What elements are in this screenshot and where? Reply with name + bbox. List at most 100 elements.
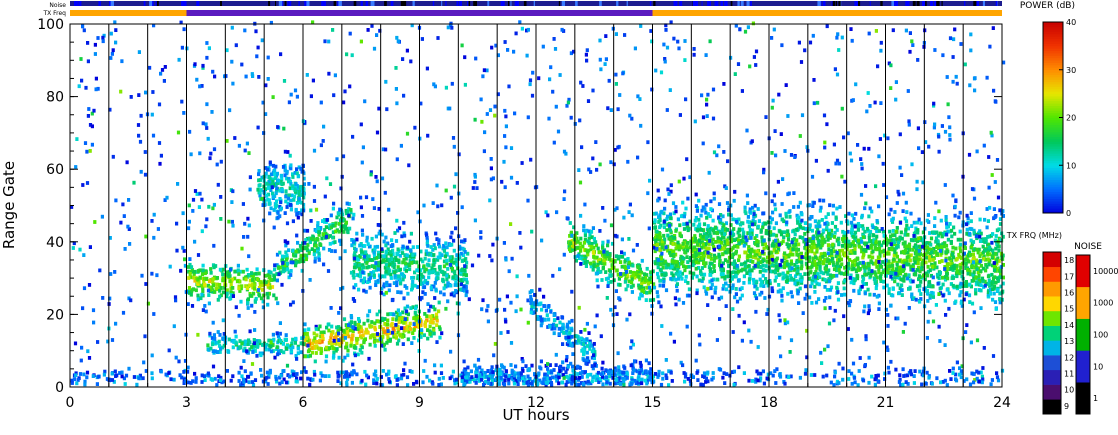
- echo-cell: [700, 279, 704, 283]
- echo-cell: [393, 332, 397, 337]
- noise-bar-segment: [441, 1, 443, 6]
- echo-cell: [244, 277, 248, 282]
- echo-cell: [349, 210, 353, 215]
- echo-cell: [685, 255, 689, 259]
- echo-cell: [858, 287, 862, 292]
- echo-cell: [599, 250, 603, 255]
- echo-cell: [875, 229, 879, 234]
- echo-cell: [751, 260, 755, 264]
- echo-cell: [659, 256, 663, 261]
- echo-cell: [826, 243, 831, 247]
- echo-cell: [962, 260, 966, 265]
- noise-bar-segment: [467, 1, 469, 6]
- echo-cell: [773, 207, 778, 212]
- echo-cell: [676, 267, 680, 272]
- echo-cell: [853, 232, 857, 237]
- noise-bar-segment: [626, 1, 628, 6]
- echo-cell: [590, 379, 594, 384]
- echo-cell: [843, 292, 847, 297]
- echo-cell: [726, 259, 730, 264]
- echo-cell: [212, 265, 216, 270]
- echo-cell: [867, 214, 871, 219]
- echo-cell: [370, 324, 374, 329]
- echo-cell: [761, 268, 765, 272]
- echo-cell: [405, 253, 409, 258]
- echo-cell: [306, 338, 310, 343]
- echo-cell: [356, 257, 360, 262]
- echo-cell: [853, 247, 857, 251]
- echo-cell: [316, 224, 320, 228]
- echo-cell: [894, 245, 898, 250]
- echo-cell: [971, 272, 975, 277]
- echo-cell: [466, 365, 470, 370]
- echo-cell: [314, 344, 318, 349]
- echo-cell: [937, 246, 941, 250]
- echo-cell: [206, 283, 210, 288]
- echo-cell: [390, 298, 394, 303]
- echo-cell: [440, 269, 444, 274]
- echo-cell: [274, 173, 279, 178]
- echo-cell: [654, 235, 658, 240]
- echo-cell: [544, 308, 548, 313]
- echo-cell: [678, 270, 682, 275]
- echo-cell: [829, 248, 833, 253]
- echo-cell: [917, 251, 921, 256]
- noise-bar-segment: [98, 1, 101, 6]
- noise-bar-segment: [501, 1, 505, 6]
- echo-cell: [879, 265, 883, 269]
- echo-cell: [832, 267, 837, 272]
- echo-cell: [595, 373, 599, 378]
- echo-cell: [271, 179, 275, 184]
- echo-cell: [341, 212, 345, 217]
- echo-cell: [794, 247, 798, 251]
- echo-cell: [979, 231, 983, 236]
- echo-cell: [401, 244, 405, 249]
- echo-cell: [669, 276, 673, 281]
- echo-cell: [569, 361, 573, 366]
- echo-cell: [589, 229, 594, 234]
- echo-cell: [941, 275, 945, 280]
- echo-cell: [969, 284, 973, 289]
- echo-cell: [959, 237, 963, 242]
- echo-cell: [987, 278, 991, 283]
- echo-cell: [921, 230, 925, 235]
- echo-cell: [455, 262, 459, 267]
- echo-cell: [337, 325, 341, 329]
- echo-cell: [885, 240, 889, 245]
- echo-cell: [825, 225, 829, 230]
- echo-cell: [782, 235, 786, 240]
- echo-cell: [580, 375, 584, 379]
- echo-cell: [571, 240, 575, 245]
- echo-cell: [838, 255, 842, 260]
- echo-cell: [796, 204, 800, 209]
- noise-bar-segment: [338, 1, 342, 6]
- echo-cell: [406, 312, 410, 317]
- echo-cell: [887, 240, 891, 245]
- echo-cell: [755, 249, 759, 254]
- echo-cell: [631, 270, 635, 275]
- echo-cell: [275, 345, 279, 349]
- echo-cell: [475, 366, 479, 371]
- echo-cell: [770, 262, 774, 267]
- echo-cell: [711, 237, 715, 242]
- echo-cell: [208, 285, 212, 290]
- echo-cell: [732, 265, 737, 270]
- echo-cell: [737, 254, 741, 259]
- echo-cell: [678, 233, 682, 238]
- echo-cell: [617, 254, 621, 259]
- echo-cell: [764, 229, 768, 233]
- echo-cell: [341, 334, 345, 338]
- echo-cell: [661, 265, 665, 270]
- echo-cell: [895, 226, 899, 230]
- echo-cell: [234, 305, 238, 310]
- echo-cell: [365, 261, 369, 265]
- echo-cell: [786, 291, 790, 296]
- echo-cell: [568, 379, 572, 384]
- echo-cell: [682, 222, 686, 227]
- echo-cell: [356, 327, 360, 331]
- echo-cell: [844, 239, 848, 244]
- echo-cell: [994, 234, 998, 238]
- echo-cell: [318, 339, 322, 343]
- echo-cell: [798, 286, 802, 291]
- echo-cell: [197, 279, 201, 284]
